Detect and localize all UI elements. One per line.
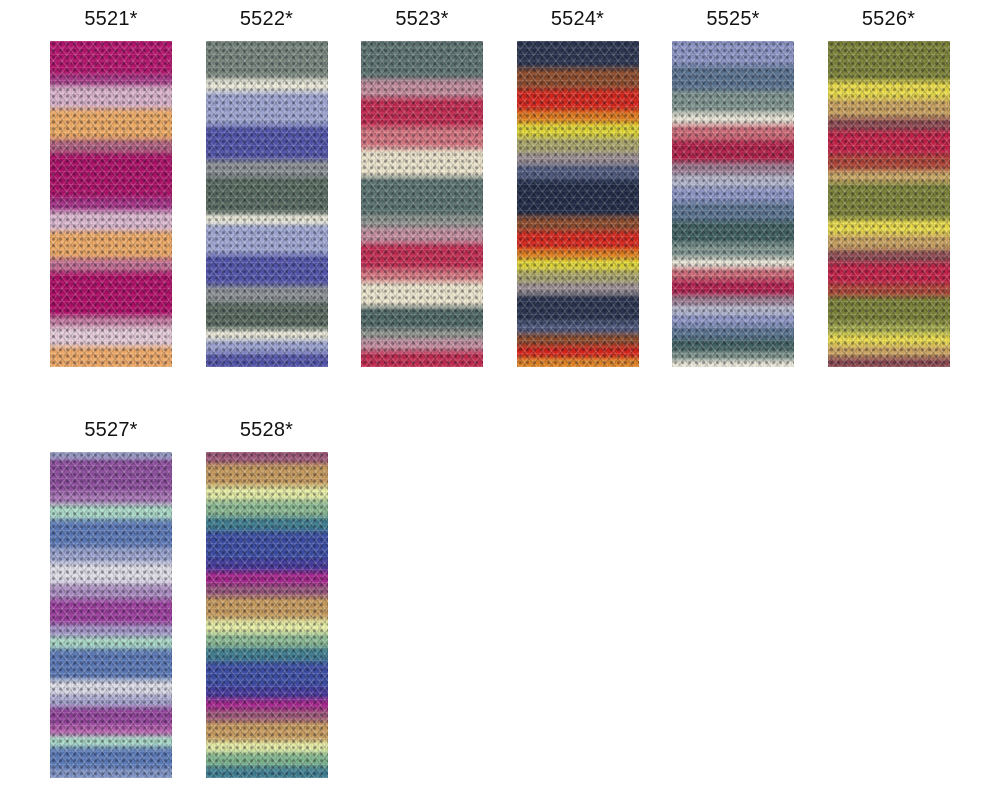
stripe-pattern [205, 452, 328, 778]
stripe-pattern [827, 41, 950, 367]
yarn-colorway-cell: 5521* [50, 8, 172, 367]
stripe-pattern [672, 41, 794, 367]
yarn-swatch-photo [827, 41, 950, 367]
yarn-swatch-photo [50, 452, 172, 778]
stripe-pattern [516, 41, 639, 367]
swatch-row-2: 5527* 5528* [50, 419, 1000, 778]
colorway-code-label: 5525* [706, 8, 760, 30]
yarn-swatch-photo [205, 41, 328, 367]
yarn-colorway-cell: 5524* [516, 8, 639, 367]
stripe-pattern [50, 41, 172, 367]
colorway-code-label: 5523* [395, 8, 449, 30]
yarn-colorway-cell: 5523* [361, 8, 483, 367]
colorway-code-label: 5526* [861, 8, 916, 30]
yarn-swatch-photo [50, 41, 172, 367]
yarn-colorway-cell: 5527* [50, 419, 172, 778]
swatch-row-1: 5521* 5522* 5523* 5524* 5525* [50, 8, 1000, 367]
yarn-colorway-cell: 5522* [205, 8, 328, 367]
colorway-code-label: 5527* [84, 419, 138, 441]
colorway-code-label: 5528* [239, 419, 294, 441]
stripe-pattern [50, 452, 172, 778]
yarn-colorway-cell: 5525* [672, 8, 794, 367]
colorway-code-label: 5522* [239, 8, 294, 30]
yarn-swatch-photo [672, 41, 794, 367]
yarn-swatch-photo [205, 452, 328, 778]
yarn-colorway-cell: 5526* [827, 8, 950, 367]
stripe-pattern [205, 41, 328, 367]
stripe-pattern [361, 41, 483, 367]
colorway-code-label: 5524* [550, 8, 605, 30]
yarn-swatch-photo [361, 41, 483, 367]
yarn-colorway-cell: 5528* [205, 419, 328, 778]
colorway-code-label: 5521* [84, 8, 138, 30]
yarn-swatch-photo [516, 41, 639, 367]
